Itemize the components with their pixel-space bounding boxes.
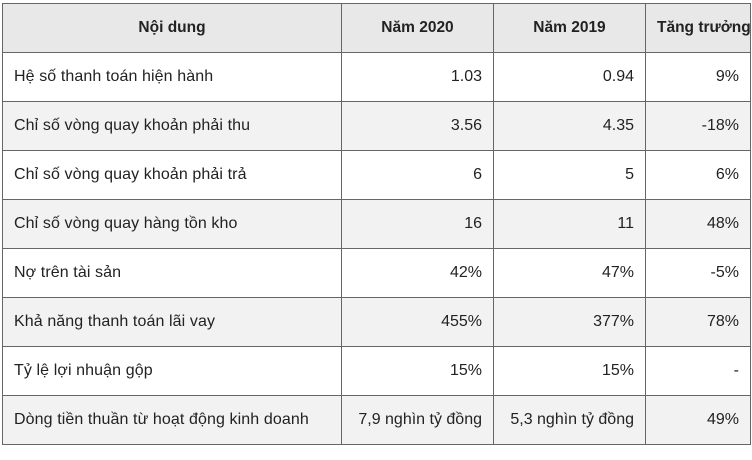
- table-row: Chỉ số vòng quay khoản phải thu 3.56 4.3…: [2, 101, 751, 151]
- table-row: Nợ trên tài sản 42% 47% -5%: [2, 248, 751, 298]
- table-row: Hệ số thanh toán hiện hành 1.03 0.94 9%: [2, 52, 751, 102]
- row-label: Chỉ số vòng quay hàng tồn kho: [2, 199, 342, 249]
- row-label: Chỉ số vòng quay khoản phải trả: [2, 150, 342, 200]
- table-row: Tỷ lệ lợi nhuận gộp 15% 15% -: [2, 346, 751, 396]
- value-growth: -: [645, 346, 751, 396]
- table-row: Chỉ số vòng quay khoản phải trả 6 5 6%: [2, 150, 751, 200]
- header-growth: Tăng trưởng: [645, 3, 751, 53]
- value-growth: 48%: [645, 199, 751, 249]
- value-2019: 5,3 nghìn tỷ đồng: [493, 395, 646, 445]
- table-row: Chỉ số vòng quay hàng tồn kho 16 11 48%: [2, 199, 751, 249]
- value-2019: 0.94: [493, 52, 646, 102]
- value-2020: 16: [341, 199, 494, 249]
- row-label: Khả năng thanh toán lãi vay: [2, 297, 342, 347]
- table-header-row: Nội dung Năm 2020 Năm 2019 Tăng trưởng: [2, 3, 751, 53]
- value-2019: 377%: [493, 297, 646, 347]
- value-2020: 1.03: [341, 52, 494, 102]
- financial-ratios-table: Nội dung Năm 2020 Năm 2019 Tăng trưởng H…: [2, 3, 751, 445]
- row-label: Nợ trên tài sản: [2, 248, 342, 298]
- value-2019: 4.35: [493, 101, 646, 151]
- value-growth: 78%: [645, 297, 751, 347]
- row-label: Dòng tiền thuần từ hoạt động kinh doanh: [2, 395, 342, 445]
- value-2019: 5: [493, 150, 646, 200]
- value-2019: 15%: [493, 346, 646, 396]
- value-growth: 9%: [645, 52, 751, 102]
- value-2020: 3.56: [341, 101, 494, 151]
- value-2020: 6: [341, 150, 494, 200]
- header-year-2019: Năm 2019: [493, 3, 646, 53]
- header-content: Nội dung: [2, 3, 342, 53]
- table-row: Dòng tiền thuần từ hoạt động kinh doanh …: [2, 395, 751, 445]
- value-growth: 6%: [645, 150, 751, 200]
- value-2020: 15%: [341, 346, 494, 396]
- row-label: Tỷ lệ lợi nhuận gộp: [2, 346, 342, 396]
- value-2020: 455%: [341, 297, 494, 347]
- row-label: Chỉ số vòng quay khoản phải thu: [2, 101, 342, 151]
- value-growth: -18%: [645, 101, 751, 151]
- value-2019: 47%: [493, 248, 646, 298]
- value-growth: 49%: [645, 395, 751, 445]
- value-2020: 7,9 nghìn tỷ đồng: [341, 395, 494, 445]
- value-growth: -5%: [645, 248, 751, 298]
- header-year-2020: Năm 2020: [341, 3, 494, 53]
- table-row: Khả năng thanh toán lãi vay 455% 377% 78…: [2, 297, 751, 347]
- row-label: Hệ số thanh toán hiện hành: [2, 52, 342, 102]
- value-2019: 11: [493, 199, 646, 249]
- value-2020: 42%: [341, 248, 494, 298]
